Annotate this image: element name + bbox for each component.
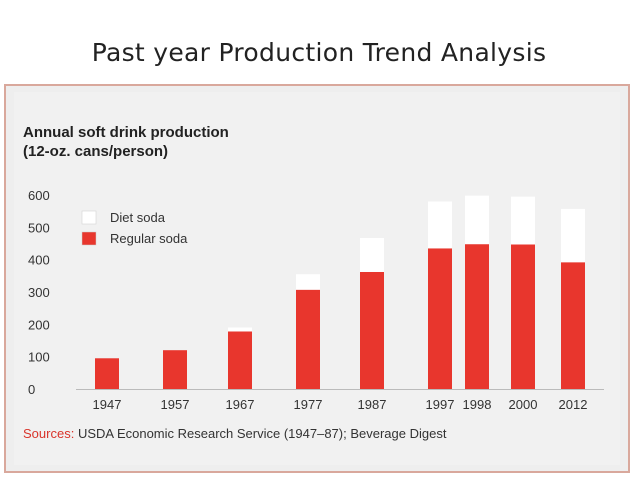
x-tick-label-1947: 1947 <box>93 397 122 412</box>
x-tick-label-2012: 2012 <box>559 397 588 412</box>
x-tick-label-1977: 1977 <box>294 397 323 412</box>
regular-soda-bar-2012 <box>561 262 585 389</box>
legend-label-diet-soda: Diet soda <box>110 210 166 225</box>
slide-title: Past year Production Trend Analysis <box>91 38 547 67</box>
legend-swatch-diet-soda <box>81 210 97 225</box>
regular-soda-bar-2000 <box>511 244 535 389</box>
y-tick-label: 100 <box>28 350 50 365</box>
y-tick-label: 400 <box>28 253 50 268</box>
regular-soda-bar-1987 <box>360 271 384 389</box>
diet-soda-bar-1967 <box>228 327 252 332</box>
diet-soda-bar-1987 <box>360 238 384 272</box>
regular-soda-bar-1998 <box>465 244 489 389</box>
x-tick-label-1957: 1957 <box>161 397 190 412</box>
regular-soda-bar-1997 <box>428 248 452 389</box>
y-tick-label: 200 <box>28 317 50 332</box>
chart-source: Sources: USDA Economic Research Service … <box>23 426 446 441</box>
y-tick-label: 300 <box>28 285 50 300</box>
y-tick-label: 0 <box>28 382 35 397</box>
diet-soda-bar-1977 <box>296 274 320 290</box>
regular-soda-bar-1947 <box>95 358 119 389</box>
x-tick-label-1998: 1998 <box>463 397 492 412</box>
source-label: Sources: <box>23 426 75 441</box>
regular-soda-bar-1977 <box>296 289 320 389</box>
x-tick-label-1997: 1997 <box>426 397 455 412</box>
y-tick-label: 600 <box>28 188 50 203</box>
diet-soda-bar-1998 <box>465 195 489 245</box>
diet-soda-bar-2000 <box>511 196 535 245</box>
x-tick-label-2000: 2000 <box>509 397 538 412</box>
y-tick-label: 500 <box>28 220 50 235</box>
chart-title: Annual soft drink production <box>23 124 229 141</box>
x-tick-label-1967: 1967 <box>226 397 255 412</box>
diet-soda-bar-1997 <box>428 201 452 249</box>
regular-soda-bar-1957 <box>163 350 187 389</box>
x-tick-label-1987: 1987 <box>358 397 387 412</box>
diet-soda-bar-2012 <box>561 208 585 263</box>
regular-soda-bar-1967 <box>228 331 252 389</box>
source-text: USDA Economic Research Service (1947–87)… <box>77 426 447 441</box>
chart-subtitle: (12-oz. cans/person) <box>23 143 169 160</box>
legend-swatch-regular-soda <box>81 231 97 246</box>
legend-label-regular-soda: Regular soda <box>110 231 188 246</box>
